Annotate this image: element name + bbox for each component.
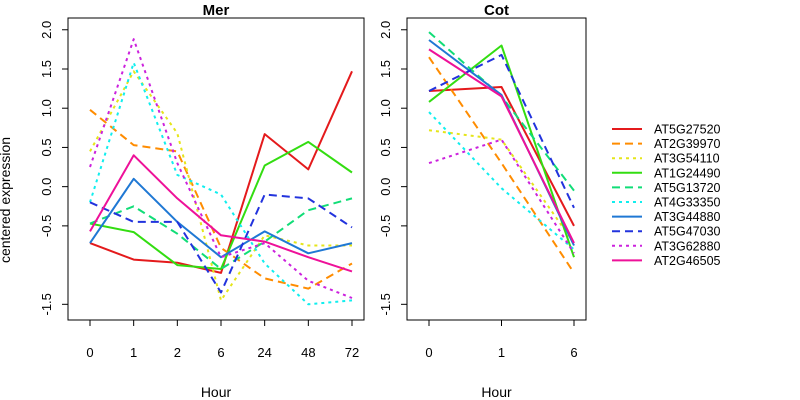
panel-title: Cot [484, 2, 509, 19]
series-line-at2g46505 [428, 48, 575, 244]
y-tick-label: 0.0 [39, 178, 54, 196]
y-tick-label: 0.0 [378, 178, 393, 196]
x-tick-label: 0 [425, 345, 432, 360]
series-line-at2g39970 [89, 109, 353, 290]
legend-label: AT2G46505 [654, 254, 721, 268]
series-line-at3g44880 [89, 177, 353, 259]
y-tick-label: 1.0 [378, 99, 393, 117]
series-line-at5g13720 [89, 197, 353, 270]
y-tick-label: 0.5 [39, 138, 54, 156]
legend-label: AT5G13720 [654, 181, 721, 195]
plot-frame [406, 17, 587, 321]
x-tick-label: 1 [130, 345, 137, 360]
x-tick-label: 0 [86, 345, 93, 360]
series-line-at5g47030 [428, 53, 575, 209]
plot-frame [67, 17, 365, 321]
y-tick-label: 0.5 [378, 138, 393, 156]
legend-label: AT3G62880 [654, 239, 721, 253]
y-tick-label: 2.0 [39, 21, 54, 39]
series-line-at3g62880 [89, 38, 353, 299]
y-tick-label: 2.0 [378, 21, 393, 39]
x-tick-label: 72 [345, 345, 359, 360]
legend-label: AT5G47030 [654, 225, 721, 239]
y-tick-label: -0.5 [39, 215, 54, 237]
x-axis-label: Hour [201, 384, 232, 400]
legend-label: AT1G24490 [654, 166, 721, 180]
x-tick-label: 6 [217, 345, 224, 360]
series-line-at2g39970 [428, 56, 575, 274]
series-line-at3g54110 [89, 70, 352, 302]
series-line-at3g54110 [428, 129, 575, 244]
y-tick-label: 1.5 [378, 60, 393, 78]
x-tick-label: 2 [174, 345, 181, 360]
legend-label: AT2G39970 [654, 137, 721, 151]
legend-label: AT3G54110 [654, 152, 720, 166]
panel-title: Mer [203, 2, 230, 19]
x-tick-label: 1 [498, 345, 505, 360]
series-line-at4g33350 [89, 61, 353, 306]
series-line-at2g46505 [89, 154, 353, 273]
legend-label: AT3G44880 [654, 210, 721, 224]
y-tick-label: -1.5 [39, 293, 54, 315]
panel-cot: Cot -1.5 -0.5 0.0 0.5 1.0 1.5 2.0 0 1 6 Hour [378, 2, 587, 400]
series-line-at5g27520 [89, 70, 353, 274]
y-tick-label: 1.0 [39, 99, 54, 117]
x-tick-label: 6 [570, 345, 577, 360]
x-tick-label: 24 [257, 345, 271, 360]
y-tick-label: -1.5 [378, 293, 393, 315]
series-line-at4g33350 [428, 111, 575, 251]
legend: AT5G27520AT2G39970AT3G54110AT1G24490AT5G… [612, 123, 721, 268]
legend-label: AT5G27520 [654, 123, 721, 137]
series-line-at5g27520 [428, 86, 575, 227]
series-line-at1g24490 [428, 44, 575, 258]
x-axis-label: Hour [481, 384, 512, 400]
legend-label: AT4G33350 [654, 196, 721, 210]
y-tick-label: -0.5 [378, 215, 393, 237]
y-axis-label: centered expression [0, 137, 13, 263]
series-line-at3g44880 [428, 39, 575, 246]
panel-mer: Mer -1.5 -0.5 0.0 0.5 1.0 1.5 2.0 0 1 2 6 24 48 72 Hour [39, 2, 365, 400]
series-line-at5g47030 [89, 193, 353, 294]
series-line-at1g24490 [89, 140, 353, 270]
x-tick-label: 48 [301, 345, 315, 360]
y-tick-label: 1.5 [39, 60, 54, 78]
